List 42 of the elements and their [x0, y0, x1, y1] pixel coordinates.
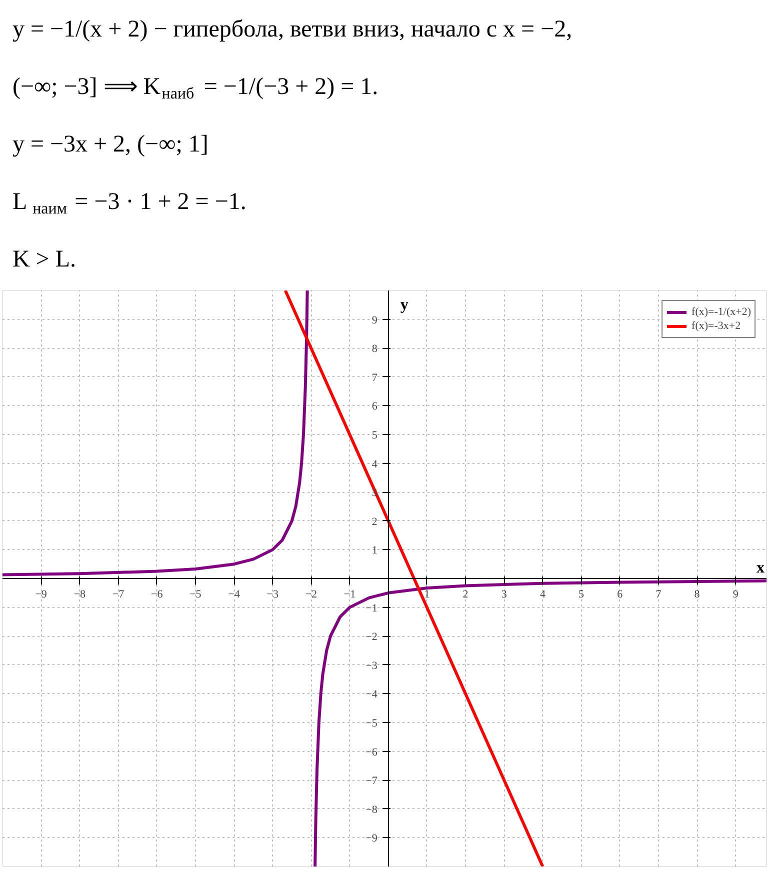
y-tick-label: −6 — [366, 746, 378, 758]
x-tick-label: −4 — [228, 588, 240, 600]
y-tick-label: 5 — [372, 430, 378, 442]
x-tick-label: −3 — [266, 588, 279, 600]
y-tick-label: −5 — [366, 718, 378, 730]
x-tick-label: −9 — [35, 588, 48, 600]
y-tick-label: −8 — [366, 804, 378, 816]
y-tick-label: −4 — [366, 688, 378, 701]
y-tick-label: −7 — [366, 775, 378, 788]
y-tick-label: −2 — [366, 631, 378, 644]
y-tick-label: 2 — [372, 516, 378, 528]
y-tick-label: −1 — [366, 602, 378, 614]
legend-label: f(x)=-3x+2 — [692, 320, 741, 332]
x-tick-label: −2 — [305, 588, 318, 600]
y-tick-label: −3 — [366, 660, 378, 672]
y-tick-label: 4 — [372, 458, 378, 470]
x-tick-label: 3 — [501, 588, 508, 600]
x-tick-label: −5 — [190, 588, 202, 600]
x-axis-title: x — [756, 560, 764, 576]
x-tick-label: 5 — [578, 588, 585, 600]
x-tick-label: 6 — [617, 588, 624, 600]
x-tick-label: −7 — [112, 588, 125, 600]
x-tick-label: 7 — [656, 588, 662, 600]
y-tick-label: 1 — [372, 544, 378, 557]
x-tick-label: −6 — [150, 588, 164, 600]
text: K > L. — [12, 246, 76, 273]
x-tick-label: 9 — [732, 588, 739, 600]
y-tick-label: 6 — [372, 400, 378, 413]
y-tick-label: 7 — [372, 372, 378, 384]
x-tick-label: 2 — [462, 588, 468, 600]
y-tick-label: 8 — [372, 343, 378, 356]
x-tick-label: −1 — [344, 588, 356, 600]
y-axis-title: y — [400, 296, 408, 314]
y-tick-label: −9 — [366, 832, 378, 845]
x-tick-label: −8 — [74, 588, 86, 600]
x-tick-label: 4 — [540, 588, 546, 600]
x-tick-label: 8 — [694, 588, 700, 600]
y-tick-label: 9 — [372, 314, 378, 326]
text: y = −1/(x + 2) − гипербола, ветви вниз, начало с x = −2, — [12, 16, 572, 42]
legend-label: f(x)=-1/(x+2) — [692, 306, 751, 318]
text: y = −3x + 2, (−∞; 1] — [12, 132, 208, 158]
x-tick-label: 1 — [424, 588, 430, 600]
